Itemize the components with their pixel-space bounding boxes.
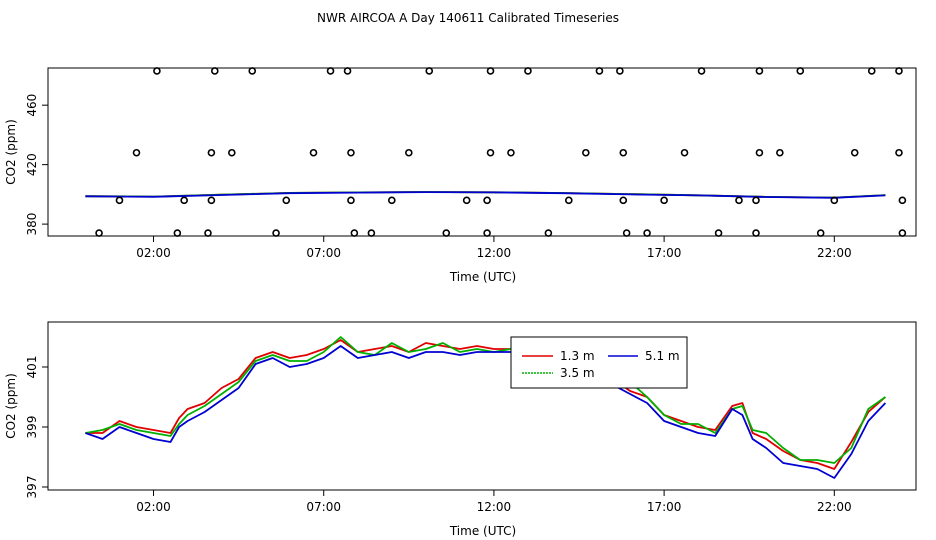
- top-plot-frame: [47, 67, 917, 237]
- bottom-panel-lines: 02:00 07:00 12:00 17:00 22:00 397 399 401 1.3 m…: [4, 321, 917, 538]
- top-marker-point: [660, 196, 668, 205]
- top-marker-point: [272, 229, 280, 237]
- top-marker-point: [680, 148, 689, 157]
- top-marker-point: [850, 148, 859, 157]
- top-marker-point: [895, 67, 903, 75]
- top-x-tick-label: 22:00: [817, 246, 852, 260]
- top-marker-point: [486, 67, 495, 75]
- top-axes: 02:00 07:00 12:00 17:00 22:00 380 420 460: [25, 94, 852, 260]
- top-marker-point: [622, 229, 631, 237]
- top-marker-point: [564, 196, 573, 205]
- top-marker-point: [248, 67, 257, 75]
- top-marker-point: [207, 196, 216, 205]
- legend-box: [510, 336, 688, 389]
- top-marker-point: [95, 229, 103, 237]
- top-marker-point: [153, 67, 161, 75]
- top-marker-point: [483, 229, 491, 237]
- top-marker-point: [752, 229, 760, 237]
- top-marker-point: [326, 67, 335, 75]
- top-marker-point: [486, 148, 495, 157]
- top-marker-point: [643, 229, 651, 237]
- top-marker-point: [347, 196, 355, 205]
- bottom-y-tick-label: 401: [25, 356, 39, 379]
- top-panel-scatter: 02:00 07:00 12:00 17:00 22:00 380 420 460 Time …: [4, 67, 917, 284]
- top-marker-point: [115, 196, 124, 205]
- top-marker-point: [207, 148, 216, 157]
- bottom-y-tick-label: 397: [25, 476, 39, 499]
- top-marker-point: [173, 229, 182, 237]
- bottom-series-line-1: [85, 336, 886, 464]
- top-marker-point: [619, 148, 628, 157]
- top-marker-point: [228, 148, 236, 157]
- top-y-tick-label: 420: [25, 153, 39, 176]
- legend-label-red: 1.3 m: [560, 349, 595, 363]
- top-marker-point: [507, 148, 515, 157]
- top-x-axis-label: Time (UTC): [449, 270, 516, 284]
- top-marker-point: [180, 196, 188, 205]
- top-marker-point: [282, 196, 291, 205]
- top-marker-point: [524, 67, 532, 75]
- top-marker-point: [425, 67, 434, 75]
- top-marker-point: [752, 196, 760, 205]
- top-y-tick-label: 380: [25, 213, 39, 236]
- top-marker-point: [898, 229, 907, 237]
- legend-label-green: 3.5 m: [560, 366, 595, 380]
- top-marker-point: [898, 196, 907, 205]
- bottom-x-tick-label: 12:00: [477, 500, 512, 514]
- top-series-lines: [85, 191, 886, 199]
- legend: 1.3 m 3.5 m 5.1 m: [510, 336, 688, 389]
- top-marker-point: [367, 229, 376, 237]
- top-marker-point: [544, 229, 553, 237]
- top-y-tick-label: 460: [25, 94, 39, 117]
- top-series-line-2: [85, 191, 886, 199]
- top-marker-point: [796, 67, 805, 75]
- top-markers: [95, 67, 907, 237]
- bottom-x-tick-label: 02:00: [136, 500, 171, 514]
- top-marker-point: [442, 229, 451, 237]
- top-marker-point: [309, 148, 318, 157]
- top-marker-point: [776, 148, 784, 157]
- top-marker-point: [697, 67, 706, 75]
- top-marker-point: [595, 67, 604, 75]
- top-marker-point: [210, 67, 219, 75]
- bottom-x-tick-label: 17:00: [647, 500, 682, 514]
- bottom-plot-frame: [47, 321, 917, 491]
- top-marker-point: [755, 148, 764, 157]
- top-x-tick-label: 17:00: [647, 246, 682, 260]
- bottom-y-axis-label: CO2 (ppm): [4, 373, 18, 439]
- top-marker-point: [204, 229, 212, 237]
- top-marker-point: [830, 196, 839, 205]
- bottom-axes: 02:00 07:00 12:00 17:00 22:00 397 399 401: [25, 356, 852, 514]
- top-x-tick-label: 02:00: [136, 246, 171, 260]
- top-marker-point: [895, 148, 903, 157]
- bottom-y-tick-label: 399: [25, 416, 39, 439]
- top-marker-point: [582, 148, 590, 157]
- top-marker-point: [714, 229, 723, 237]
- top-marker-point: [483, 196, 491, 205]
- bottom-series-lines: [85, 336, 887, 479]
- bottom-series-line-2: [85, 345, 887, 479]
- bottom-x-tick-label: 07:00: [306, 500, 341, 514]
- bottom-x-tick-label: 22:00: [817, 500, 852, 514]
- top-marker-point: [616, 67, 624, 75]
- top-marker-point: [735, 196, 743, 205]
- top-marker-point: [405, 148, 413, 157]
- top-marker-point: [132, 148, 141, 157]
- top-marker-point: [387, 196, 396, 205]
- top-y-axis-label: CO2 (ppm): [4, 119, 18, 185]
- figure-title: NWR AIRCOA A Day 140611 Calibrated Times…: [317, 11, 619, 25]
- legend-label-blue: 5.1 m: [645, 349, 680, 363]
- top-marker-point: [462, 196, 471, 205]
- top-marker-point: [867, 67, 876, 75]
- top-marker-point: [619, 196, 628, 205]
- bottom-x-axis-label: Time (UTC): [449, 524, 516, 538]
- top-marker-point: [347, 148, 355, 157]
- top-x-tick-label: 12:00: [477, 246, 512, 260]
- top-marker-point: [350, 229, 359, 237]
- top-x-tick-label: 07:00: [306, 246, 341, 260]
- top-marker-point: [816, 229, 825, 237]
- top-marker-point: [343, 67, 352, 75]
- top-marker-point: [755, 67, 764, 75]
